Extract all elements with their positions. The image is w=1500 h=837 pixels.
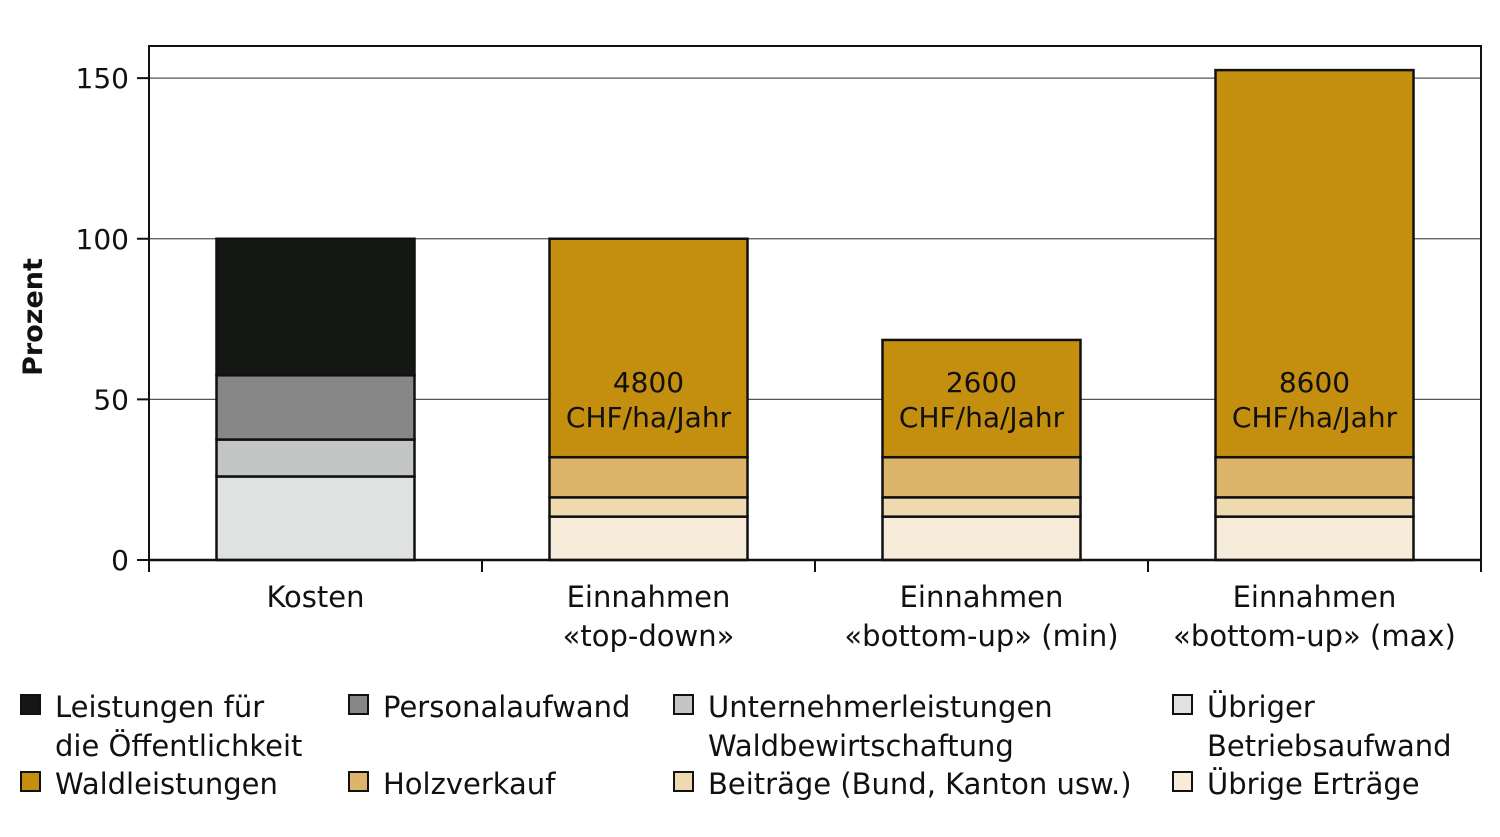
bar-annotation: 2600: [946, 366, 1017, 399]
x-tick-label: Kosten: [266, 580, 364, 614]
bar-annotation: CHF/ha/Jahr: [899, 401, 1065, 434]
y-tick-label: 150: [76, 62, 129, 95]
y-tick-label: 100: [76, 223, 129, 256]
x-tick-label: «bottom-up» (max): [1173, 619, 1456, 653]
bar-segment: [881, 455, 1082, 499]
bar-segment: [881, 496, 1082, 518]
bar-annotation: CHF/ha/Jahr: [566, 401, 732, 434]
bar-segment: [215, 374, 416, 441]
plot-border: [148, 45, 1482, 560]
bar-segment: [1214, 496, 1415, 518]
x-tick-label: «top-down»: [563, 619, 735, 653]
bar-segment: [215, 475, 416, 562]
x-axis: Kosten Einnahmen «top-down» Einnahmen «botto…: [148, 558, 1482, 653]
bar-segment: [215, 438, 416, 478]
bar-segment: [1214, 515, 1415, 562]
bar-segment: [1214, 68, 1415, 459]
y-tick-label: 0: [111, 544, 129, 577]
bar-segment: [548, 496, 749, 518]
bar-annotation: 8600: [1279, 366, 1350, 399]
bar-segment: [548, 515, 749, 562]
x-tick-label: Einnahmen: [567, 580, 731, 614]
bar-segment: [881, 515, 1082, 562]
bar-segment: [1214, 455, 1415, 499]
bar-segment: [881, 338, 1082, 459]
bar-annotations: 4800CHF/ha/Jahr2600CHF/ha/Jahr8600CHF/ha…: [566, 366, 1398, 434]
x-tick-label: Einnahmen: [1233, 580, 1397, 614]
plot-frame: [148, 45, 1482, 560]
bar-segment: [215, 237, 416, 377]
bar-annotation: CHF/ha/Jahr: [1232, 401, 1398, 434]
bar-segment: [548, 237, 749, 459]
bar-segment: [548, 455, 749, 499]
y-axis: 0 50 100 150: [76, 62, 149, 577]
y-axis-label: Prozent: [18, 258, 49, 376]
bars: [215, 68, 1415, 562]
y-tick-label: 50: [93, 383, 129, 416]
bar-annotation: 4800: [613, 366, 684, 399]
x-tick-label: «bottom-up» (min): [844, 619, 1118, 653]
x-tick-label: Einnahmen: [900, 580, 1064, 614]
